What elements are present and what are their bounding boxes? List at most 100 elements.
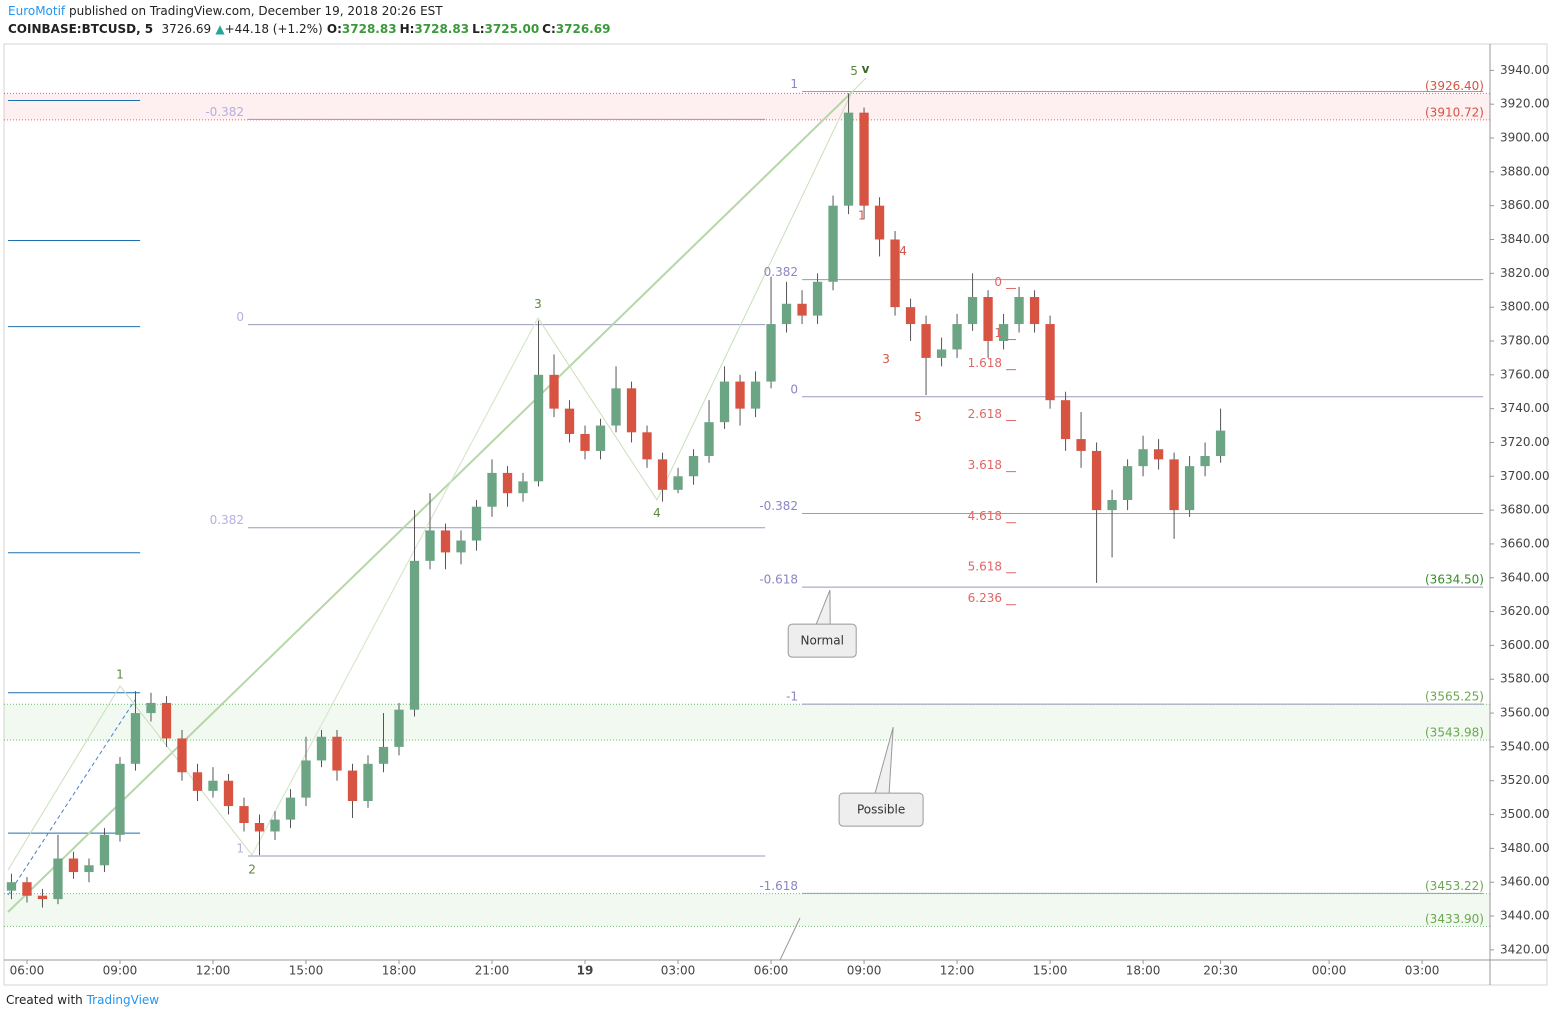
- fib-label: -0.618: [759, 573, 798, 587]
- x-tick-label: 12:00: [196, 964, 231, 978]
- candle-body: [254, 823, 265, 832]
- candle-body: [549, 374, 559, 409]
- candle-body: [952, 324, 962, 350]
- y-tick-label: 3800.00: [1500, 300, 1550, 314]
- frame: [3, 43, 1548, 986]
- candle-body: [673, 476, 683, 490]
- zone: [4, 93, 1490, 120]
- candle-body: [99, 834, 110, 866]
- x-tick-label: 06:00: [10, 964, 45, 978]
- candle-body: [1014, 297, 1024, 325]
- wave-line: [251, 317, 539, 856]
- candle-body: [1122, 466, 1133, 500]
- wave-label: 5: [914, 410, 922, 424]
- callout-pointer: [874, 726, 894, 794]
- candle-body: [983, 297, 993, 341]
- candle-body: [487, 472, 497, 507]
- candle-body: [595, 425, 606, 451]
- wave-label: 3: [534, 297, 542, 311]
- ohlc-value: 3726.69: [555, 22, 611, 36]
- wave-label: 4: [653, 506, 661, 520]
- candle-body: [533, 374, 544, 482]
- extension-label: 0: [994, 275, 1002, 289]
- ohlc-label: L:: [472, 22, 485, 36]
- fib-label: 0.382: [210, 513, 244, 527]
- candle-body: [874, 205, 885, 240]
- fib-label: 0: [236, 310, 244, 324]
- brand[interactable]: TradingView: [86, 993, 160, 1007]
- candle-body: [177, 738, 187, 773]
- callout-box: [787, 623, 857, 658]
- x-tick-label: 18:00: [382, 964, 417, 978]
- candle-body: [936, 349, 947, 358]
- price-label: (3565.25): [1425, 690, 1484, 704]
- y-tick-label: 3880.00: [1500, 164, 1550, 178]
- x-tick-label: 15:00: [289, 964, 324, 978]
- candle-body: [905, 307, 916, 325]
- candle-body: [394, 709, 404, 747]
- callout-text: Possible: [857, 803, 905, 817]
- dashed-line: [7, 699, 136, 896]
- x-tick-label: 09:00: [847, 964, 882, 978]
- fib-label: -0.382: [205, 105, 244, 119]
- fib-label: 0.382: [764, 265, 798, 279]
- price-label: (3453.22): [1425, 879, 1484, 893]
- zone: [4, 704, 1490, 741]
- ohlc-label: C:: [542, 22, 556, 36]
- x-tick-label: 00:00: [1312, 964, 1347, 978]
- x-tick-label: 03:00: [661, 964, 696, 978]
- wave-drawings: [7, 77, 867, 961]
- candle-body: [688, 455, 699, 477]
- y-tick-label: 3440.00: [1500, 909, 1550, 923]
- y-tick-label: 3900.00: [1500, 131, 1550, 145]
- candle-body: [1138, 449, 1148, 467]
- candle-body: [1184, 466, 1195, 511]
- candle-body: [1045, 324, 1055, 401]
- ohlc-label: H:: [399, 22, 415, 36]
- candle-body: [301, 760, 311, 798]
- candle-body: [1107, 499, 1117, 511]
- ohlc-label: O:: [326, 22, 342, 36]
- author[interactable]: EuroMotif: [8, 4, 66, 18]
- y-tick-label: 3540.00: [1500, 739, 1550, 753]
- candle-body: [1091, 450, 1102, 511]
- y-tick-label: 3920.00: [1500, 97, 1550, 111]
- y-tick-label: 3560.00: [1500, 706, 1550, 720]
- publish-line: EuroMotif published on TradingView.com, …: [8, 4, 443, 18]
- symbol-line: COINBASE:BTCUSD, 5 3726.69 ▲+44.18 (+1.2…: [8, 22, 613, 36]
- wave-label: 3: [882, 352, 890, 366]
- x-tick-label: 20:30: [1203, 964, 1238, 978]
- candle-body: [456, 540, 466, 553]
- candle-body: [564, 408, 575, 435]
- candle-body: [37, 895, 48, 900]
- published: published on TradingView.com, December 1…: [65, 4, 443, 18]
- x-tick-label: 21:00: [475, 964, 510, 978]
- callout-text: Normal: [800, 634, 843, 648]
- candle-body: [750, 381, 761, 409]
- candle-body: [1076, 439, 1086, 451]
- fib-label: -0.382: [759, 499, 798, 513]
- fib-label: 0: [790, 382, 798, 396]
- candle-body: [642, 432, 652, 460]
- candle-body: [828, 205, 838, 282]
- candle-body: [146, 702, 156, 714]
- y-tick-label: 3860.00: [1500, 198, 1550, 212]
- last-price: 3726.69: [161, 22, 212, 36]
- change: +44.18 (+1.2%): [224, 22, 323, 36]
- candle-body: [68, 858, 79, 873]
- candle-body: [518, 481, 528, 494]
- extension-label: 1: [994, 326, 1002, 340]
- footer: Created with TradingView: [6, 993, 159, 1007]
- wave-label: 5: [850, 64, 858, 78]
- candle-body: [766, 324, 776, 382]
- extension-label: 5.618: [968, 559, 1002, 573]
- candle-body: [223, 780, 234, 807]
- candle-body: [843, 112, 854, 206]
- zone: [4, 893, 1490, 927]
- candle-body: [440, 530, 451, 553]
- x-tick-label: 03:00: [1405, 964, 1440, 978]
- y-tick-label: 3580.00: [1500, 672, 1550, 686]
- candle-body: [332, 736, 342, 771]
